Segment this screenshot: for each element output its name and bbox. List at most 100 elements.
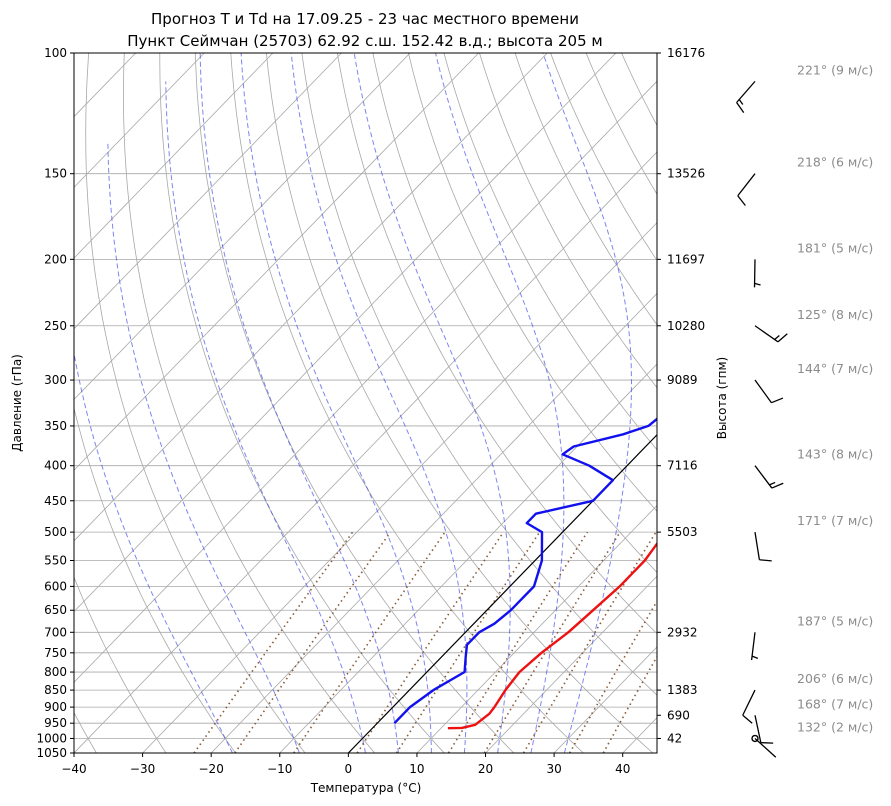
pressure-tick-label: 850 <box>44 683 67 697</box>
wind-barb-staff <box>754 532 761 560</box>
moist-adiabat <box>74 350 233 753</box>
pressure-tick-label: 900 <box>44 700 67 714</box>
profile-series <box>393 417 657 730</box>
zero-isotherm <box>347 433 657 753</box>
pressure-tick-label: 800 <box>44 665 67 679</box>
isotherm-line <box>416 504 657 753</box>
plot-area <box>74 53 657 753</box>
height-tick-label: 1383 <box>667 683 698 697</box>
wind-label: 218° (6 м/с) <box>797 155 873 170</box>
height-tick-label: 10280 <box>667 319 705 333</box>
dry-adiabat <box>408 53 657 512</box>
height-axis-label: Высота (гпм) <box>715 357 729 439</box>
wind-barb-staff <box>754 737 777 758</box>
pressure-tick-label: 450 <box>44 494 67 508</box>
temperature-profile-line <box>447 541 657 730</box>
isotherm-line <box>74 53 274 259</box>
pressure-tick-label: 1050 <box>36 746 67 760</box>
dry-adiabat <box>266 53 654 753</box>
wind-barb-feather <box>738 99 744 105</box>
moist-adiabat <box>240 53 432 753</box>
chart-title-line2: Пункт Сеймчан (25703) 62.92 с.ш. 152.42 … <box>127 32 602 50</box>
zero-isotherm-line <box>347 433 657 753</box>
x-tick-label: −10 <box>267 762 292 776</box>
pressure-tick-label: 600 <box>44 579 67 593</box>
height-tick-label: 16176 <box>667 46 705 60</box>
dewpoint-profile-line <box>393 417 657 725</box>
pressure-tick-label: 100 <box>44 46 67 60</box>
mixing-ratio-line <box>234 531 392 753</box>
height-axis-ticks: 16176 13526 11697 10280 9089 7116 5503 2932 1383… <box>657 46 705 745</box>
wind-barb-staff <box>750 632 756 661</box>
wind-barb-feather <box>751 655 759 659</box>
height-tick-label: 7116 <box>667 459 698 473</box>
mixing-ratio-line <box>569 599 657 753</box>
x-tick-label: 10 <box>409 762 424 776</box>
moist-adiabat <box>542 53 632 753</box>
wind-barb <box>736 80 756 114</box>
wind-label: 144° (7 м/с) <box>797 361 873 376</box>
height-tick-label: 13526 <box>667 167 705 181</box>
wind-barb-staff <box>742 689 756 716</box>
pressure-tick-label: 250 <box>44 319 67 333</box>
pressure-tick-label: 200 <box>44 252 67 266</box>
pressure-tick-label: 400 <box>44 459 67 473</box>
isotherm-line <box>74 53 411 401</box>
x-axis-ticks: −40 −30 −20 −10 0 10 20 30 40 <box>61 753 630 776</box>
wind-label: 171° (7 м/с) <box>797 513 873 528</box>
mixing-ratio-lines <box>193 531 657 753</box>
x-axis-label: Температура (°C) <box>310 781 422 795</box>
dry-adiabat <box>85 53 306 753</box>
isotherm-line <box>74 80 657 683</box>
skewed-isotherm-gridlines <box>74 53 657 753</box>
isotherm-line <box>74 151 657 753</box>
pressure-tick-label: 300 <box>44 373 67 387</box>
dry-adiabat <box>372 53 657 574</box>
isotherm-line <box>74 53 617 613</box>
pressure-tick-label: 550 <box>44 554 67 568</box>
height-tick-label: 690 <box>667 708 690 722</box>
dry-adiabat <box>443 53 657 451</box>
moist-adiabat <box>353 53 511 753</box>
pressure-tick-label: 1000 <box>36 731 67 745</box>
moist-adiabat <box>290 53 468 753</box>
dry-adiabat <box>479 53 657 389</box>
height-tick-label: 2932 <box>667 625 698 639</box>
dry-adiabat <box>194 53 515 753</box>
moist-adiabat <box>107 142 300 753</box>
wind-label: 221° (9 м/с) <box>797 62 873 77</box>
pressure-tick-label: 750 <box>44 646 67 660</box>
dry-adiabat <box>159 53 445 753</box>
height-tick-label: 42 <box>667 731 682 745</box>
pressure-tick-label: 650 <box>44 603 67 617</box>
wind-barb-feather <box>742 714 753 724</box>
dry-adiabat <box>550 53 657 262</box>
wind-barb-staff <box>754 325 779 343</box>
wind-barb <box>754 465 784 489</box>
mixing-ratio-line <box>522 531 657 753</box>
wind-barb-staff <box>754 379 772 404</box>
height-tick-label: 9089 <box>667 373 698 387</box>
pressure-tick-label: 500 <box>44 525 67 539</box>
wind-barb <box>754 325 788 343</box>
wind-barb <box>751 734 777 758</box>
wind-barb <box>754 379 784 404</box>
dry-adiabat <box>514 53 657 326</box>
moist-adiabat <box>199 53 399 753</box>
wind-label: 125° (8 м/с) <box>797 307 873 322</box>
isotherm-line <box>74 53 205 188</box>
wind-barb <box>737 173 756 206</box>
wind-barb <box>754 532 772 562</box>
wind-barb <box>742 689 756 724</box>
mixing-ratio-line <box>193 531 354 753</box>
dry-adiabat <box>585 53 657 195</box>
wind-barb <box>750 632 759 661</box>
y-axis-label: Давление (гПа) <box>10 354 24 452</box>
pressure-tick-label: 350 <box>44 419 67 433</box>
isotherm-line <box>74 53 342 330</box>
mixing-ratio-line <box>602 654 657 753</box>
moist-adiabat-lines <box>74 53 632 753</box>
wind-barb-feather <box>774 334 780 341</box>
